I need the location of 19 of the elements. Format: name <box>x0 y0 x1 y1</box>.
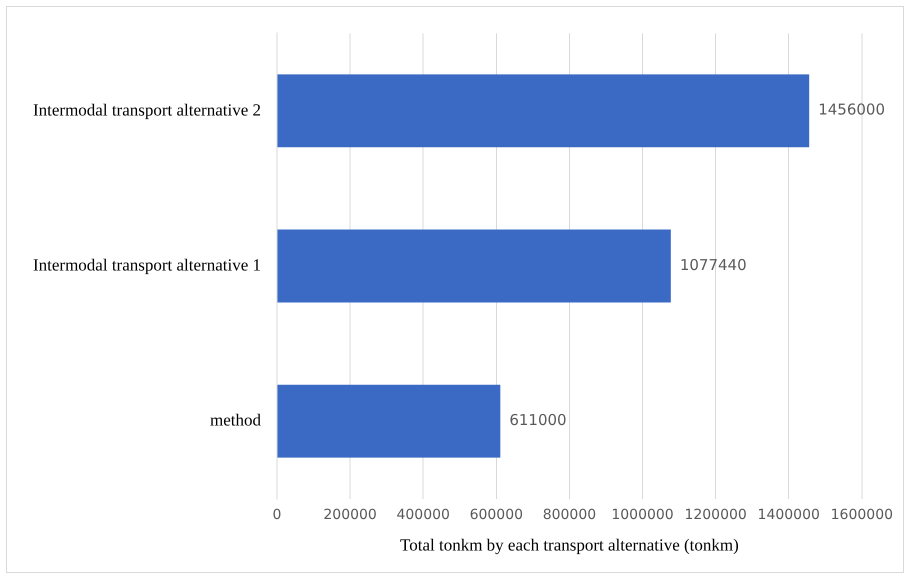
x-tick-label: 400000 <box>396 506 450 523</box>
x-tick-label: 1000000 <box>611 506 674 523</box>
data-label: 1456000 <box>818 100 886 119</box>
x-tick-label: 800000 <box>542 506 596 523</box>
y-tick-label: method <box>210 410 262 430</box>
y-tick-label: Intermodal transport alternative 1 <box>33 255 261 274</box>
data-label: 1077440 <box>680 256 747 274</box>
x-tick-label: 1600000 <box>830 506 894 523</box>
x-tick-label: 200000 <box>323 506 377 523</box>
x-axis-title: Total tonkm by each transport alternative (tonkm) <box>400 535 739 554</box>
x-tick-label: 1400000 <box>758 506 820 523</box>
bar <box>278 384 500 458</box>
x-tick-label: 600000 <box>470 506 524 523</box>
x-tick-label: 1200000 <box>684 506 747 523</box>
bar <box>278 74 810 148</box>
y-tick-label: Intermodal transport alternative 2 <box>33 100 261 120</box>
x-tick-label: 0 <box>272 506 282 523</box>
bar <box>278 230 671 302</box>
data-label: 611000 <box>509 411 567 430</box>
